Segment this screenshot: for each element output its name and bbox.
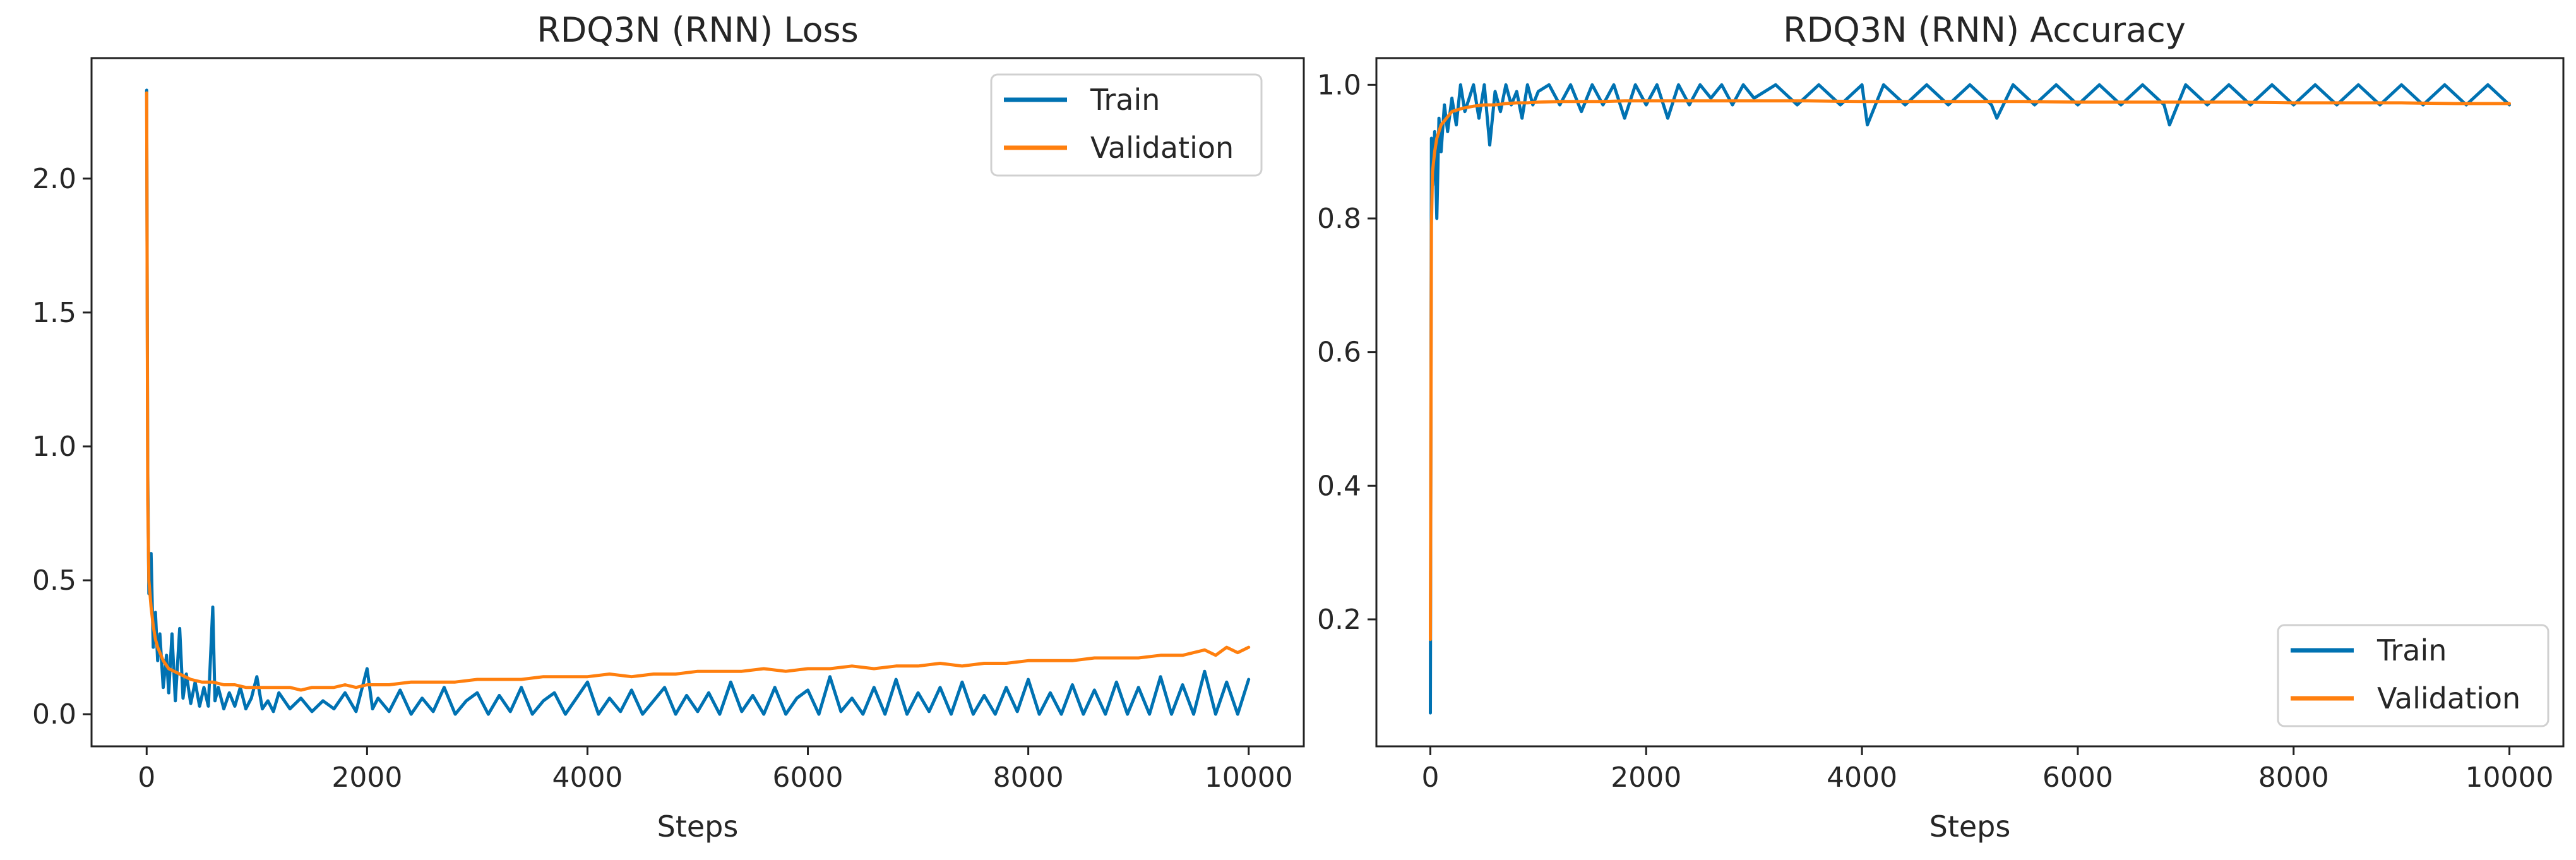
accuracy-chart-title: RDQ3N (RNN) Accuracy xyxy=(1783,10,2186,50)
accuracy-x-tick-label: 6000 xyxy=(2042,761,2113,794)
accuracy-y-tick-label: 0.4 xyxy=(1317,470,1361,502)
loss-x-tick-label: 10000 xyxy=(1205,761,1293,794)
loss-x-tick-label: 4000 xyxy=(552,761,623,794)
loss-chart: RDQ3N (RNN) Loss 0 2000 4000 6000 8000 10000 … xyxy=(32,10,1305,844)
accuracy-x-tick-label: 2000 xyxy=(1611,761,1681,794)
accuracy-x-tick-label: 0 xyxy=(1421,761,1439,794)
accuracy-x-tick-label: 4000 xyxy=(1827,761,1897,794)
accuracy-legend: Train Validation xyxy=(2277,624,2549,727)
accuracy-x-ticks: 0 2000 4000 6000 8000 10000 xyxy=(1421,746,2554,794)
accuracy-series-group xyxy=(1429,83,2511,715)
loss-x-axis-label: Steps xyxy=(657,809,739,844)
loss-x-tick-label: 6000 xyxy=(773,761,844,794)
loss-x-tick-label: 8000 xyxy=(993,761,1064,794)
loss-y-tick-label: 2.0 xyxy=(32,163,76,195)
accuracy-axes-frame xyxy=(1375,57,2565,748)
accuracy-y-ticks: 0.2 0.4 0.6 0.8 1.0 xyxy=(1317,69,1376,636)
loss-legend: Train Validation xyxy=(990,73,1263,177)
accuracy-x-tick-label: 10000 xyxy=(2466,761,2554,794)
loss-x-ticks: 0 2000 4000 6000 8000 10000 xyxy=(138,746,1293,794)
loss-y-tick-label: 0.0 xyxy=(32,698,76,731)
accuracy-y-tick-label: 1.0 xyxy=(1317,69,1361,101)
loss-axes-frame xyxy=(90,57,1305,748)
loss-series-group xyxy=(145,88,1251,716)
accuracy-y-tick-label: 0.6 xyxy=(1317,337,1361,369)
loss-y-tick-label: 1.0 xyxy=(32,431,76,463)
accuracy-series-validation-line xyxy=(1429,99,2511,642)
accuracy-y-tick-label: 0.2 xyxy=(1317,604,1361,636)
loss-series-train-line xyxy=(145,88,1251,716)
accuracy-chart: RDQ3N (RNN) Accuracy 0 2000 4000 6000 8000 10… xyxy=(1317,10,2565,844)
accuracy-series-train-line xyxy=(1429,83,2511,715)
accuracy-legend-validation-label: Validation xyxy=(2377,681,2520,715)
loss-x-tick-label: 2000 xyxy=(331,761,402,794)
loss-series-validation-line xyxy=(145,91,1251,692)
loss-legend-train-label: Train xyxy=(1090,83,1160,117)
loss-y-tick-label: 0.5 xyxy=(32,564,76,597)
loss-x-tick-label: 0 xyxy=(138,761,155,794)
accuracy-x-tick-label: 8000 xyxy=(2258,761,2329,794)
accuracy-x-axis-label: Steps xyxy=(1929,809,2011,844)
loss-y-tick-label: 1.5 xyxy=(32,297,76,329)
loss-chart-title: RDQ3N (RNN) Loss xyxy=(537,10,859,50)
accuracy-y-tick-label: 0.8 xyxy=(1317,203,1361,235)
loss-y-ticks: 0.0 0.5 1.0 1.5 2.0 xyxy=(32,163,92,731)
loss-legend-validation-label: Validation xyxy=(1090,131,1234,165)
accuracy-legend-train-label: Train xyxy=(2376,633,2447,667)
